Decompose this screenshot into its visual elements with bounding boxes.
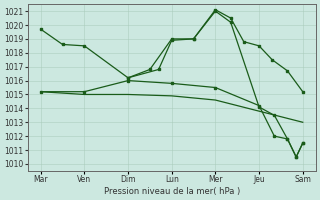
X-axis label: Pression niveau de la mer( hPa ): Pression niveau de la mer( hPa ) xyxy=(104,187,240,196)
